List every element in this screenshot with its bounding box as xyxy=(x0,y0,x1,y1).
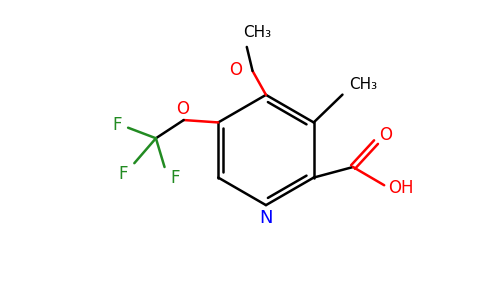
Text: OH: OH xyxy=(388,178,414,196)
Text: N: N xyxy=(259,209,272,227)
Text: O: O xyxy=(229,61,242,79)
Text: F: F xyxy=(112,116,122,134)
Text: F: F xyxy=(171,169,181,187)
Text: O: O xyxy=(176,100,189,118)
Text: CH₃: CH₃ xyxy=(349,76,378,92)
Text: F: F xyxy=(119,165,128,183)
Text: O: O xyxy=(379,126,392,144)
Text: CH₃: CH₃ xyxy=(243,25,272,40)
